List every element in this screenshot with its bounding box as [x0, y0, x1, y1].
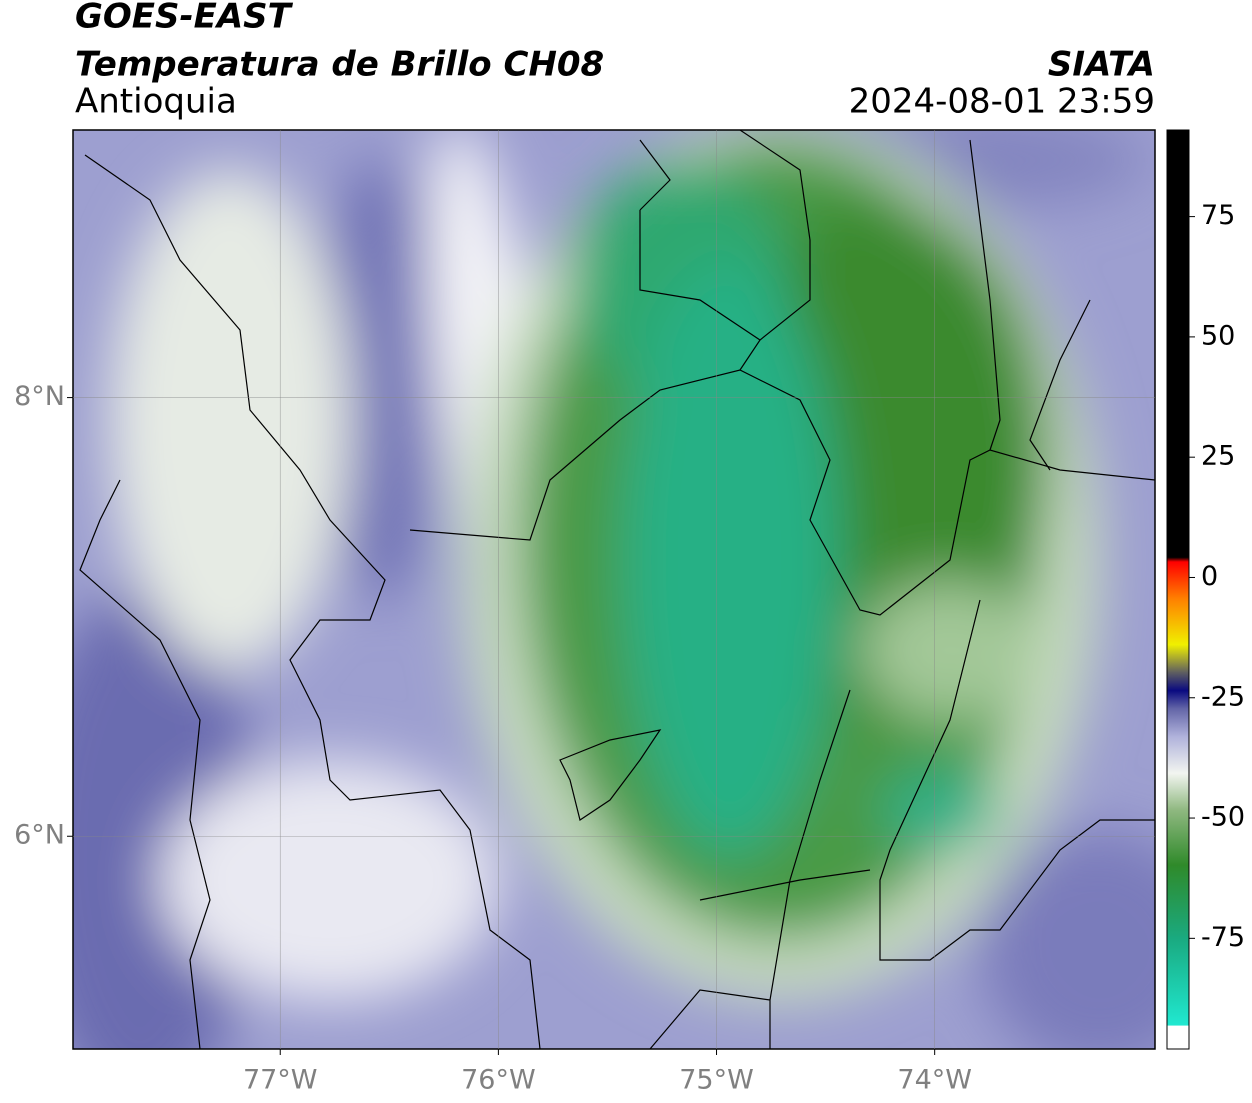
x-tick-label: 77°W [243, 1065, 318, 1096]
map-frame [72, 129, 1156, 1050]
datetime: 2024-08-01 23:59 [849, 82, 1155, 122]
subtitle: Temperatura de Brillo CH08 [75, 45, 604, 85]
source: SIATA [1048, 45, 1155, 85]
colorbar-tick-label: 0 [1201, 561, 1218, 592]
colorbar-tick-label: 50 [1201, 320, 1235, 351]
colorbar-tick-label: -50 [1201, 802, 1245, 833]
y-tick-label: 8°N [14, 381, 65, 412]
colorbar [1166, 129, 1190, 1050]
colorbar-tick-label: 75 [1201, 200, 1235, 231]
x-tick-label: 75°W [679, 1065, 754, 1096]
x-tick-label: 76°W [461, 1065, 536, 1096]
colorbar-tick-label: 25 [1201, 441, 1235, 472]
region: Antioquia [75, 82, 237, 122]
satellite-image [73, 130, 1155, 1049]
colorbar-tick-label: -75 [1201, 922, 1245, 953]
colorbar-tick-label: -25 [1201, 681, 1245, 712]
title: GOES-EAST [75, 0, 294, 37]
y-tick-label: 6°N [14, 820, 65, 851]
x-tick-label: 74°W [897, 1065, 972, 1096]
